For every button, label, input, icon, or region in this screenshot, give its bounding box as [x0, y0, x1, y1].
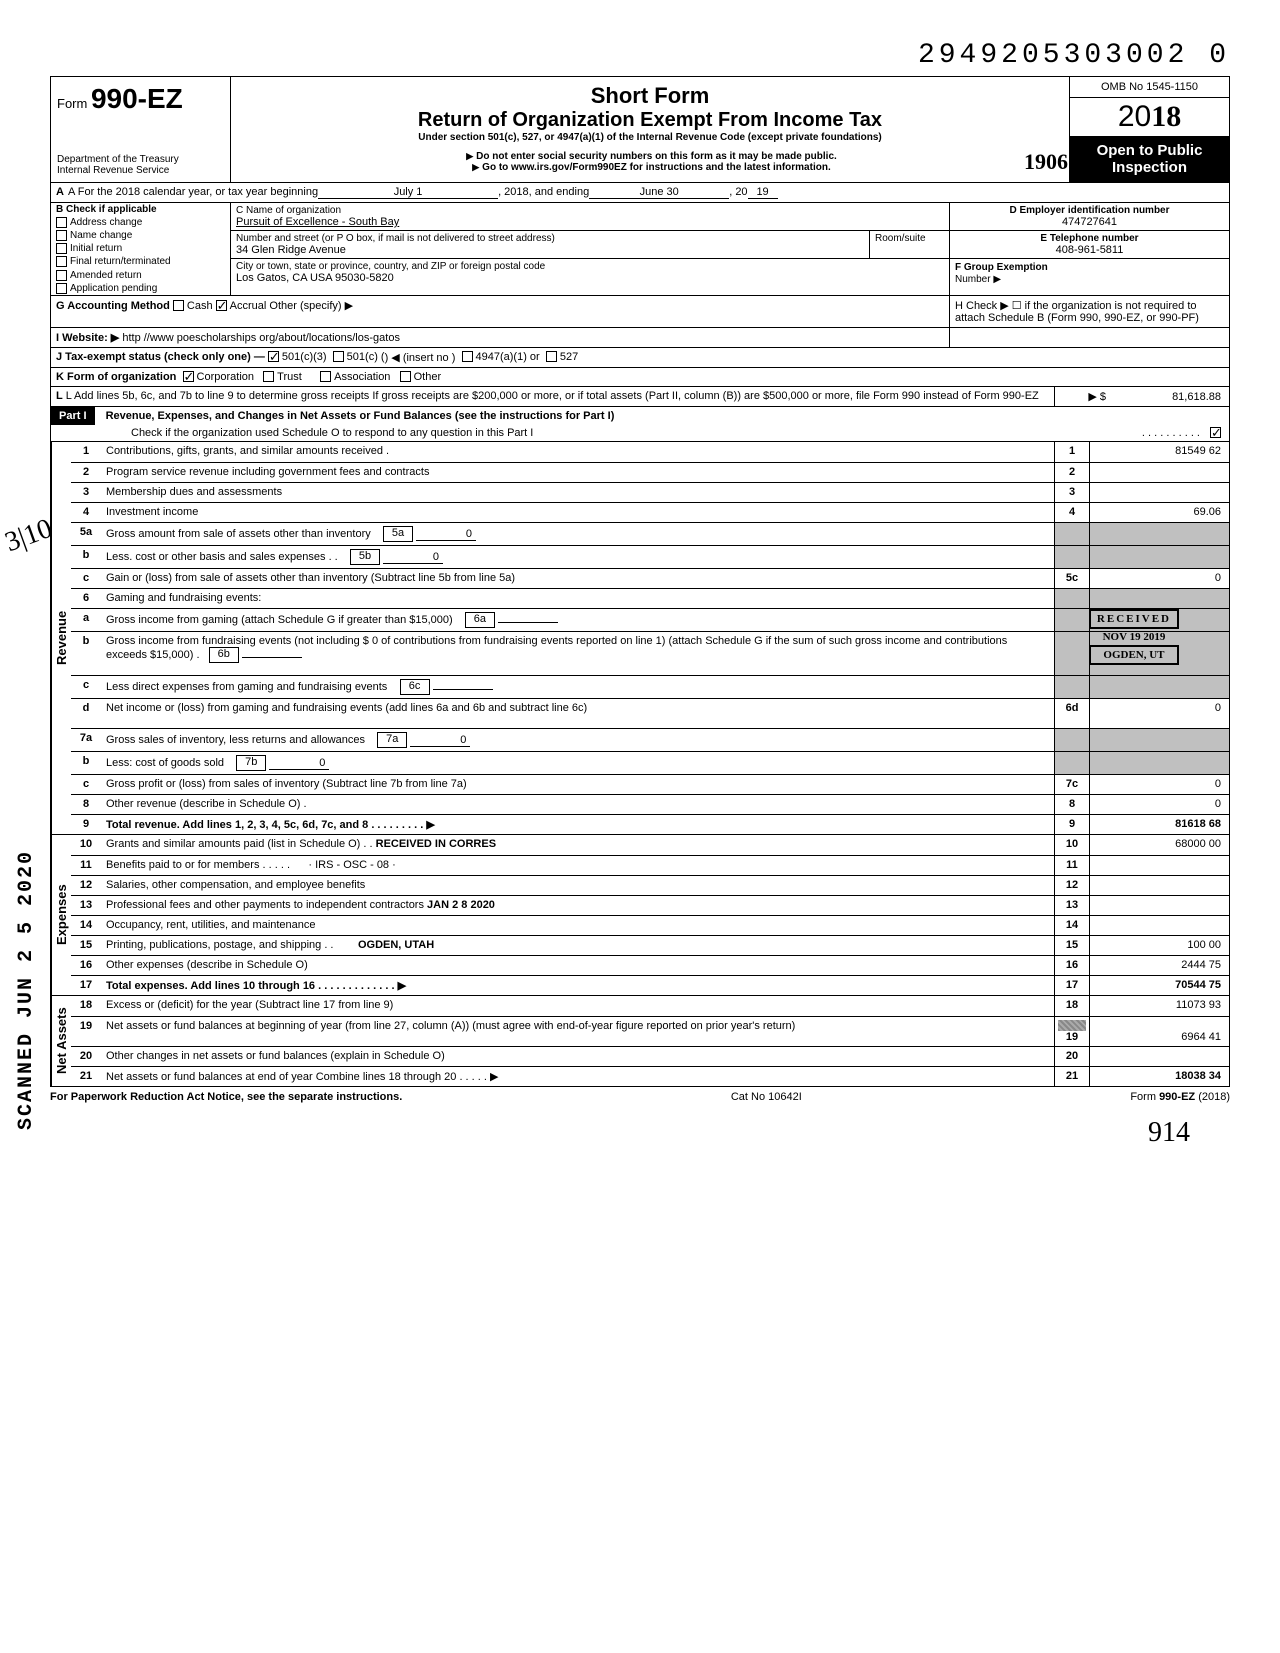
form-number: Form 990-EZ — [57, 83, 224, 115]
short-form-title: Short Form — [237, 83, 1063, 109]
line-17-amount: 70544 75 — [1089, 976, 1229, 995]
net-assets-label: Net Assets — [51, 996, 71, 1086]
subtitle-2: Do not enter social security numbers on … — [237, 151, 1063, 162]
hand-1906: 1906 — [1024, 149, 1068, 175]
corres-stamp-4: OGDEN, UTAH — [358, 939, 434, 951]
line-8-amount: 0 — [1089, 795, 1229, 814]
subtitle-1: Under section 501(c), 527, or 4947(a)(1)… — [237, 132, 1063, 143]
scanned-stamp: SCANNED JUN 2 5 2020 — [15, 850, 38, 1130]
form-header: Form 990-EZ Department of the Treasury I… — [50, 76, 1230, 183]
check-amended-return[interactable]: Amended return — [51, 269, 230, 282]
check-name-change[interactable]: Name change — [51, 229, 230, 242]
revenue-label: Revenue — [51, 442, 71, 834]
line-12-amount — [1089, 876, 1229, 895]
section-b-header: B Check if applicable — [51, 203, 230, 216]
527-checkbox[interactable] — [546, 351, 557, 362]
open-to-public: Open to Public Inspection — [1070, 136, 1229, 182]
line-j: J Tax-exempt status (check only one) — 5… — [50, 348, 1230, 368]
line-4-amount: 69.06 — [1089, 503, 1229, 522]
part-1-header: Part I Revenue, Expenses, and Changes in… — [50, 407, 1230, 442]
handwritten-bottom: 914 — [50, 1117, 1230, 1149]
line-19-amount: 6964 41 — [1089, 1017, 1229, 1046]
accrual-checkbox[interactable] — [216, 300, 227, 311]
section-c-label: C Name of organization — [236, 205, 944, 216]
line-9-amount: 81618 68 — [1089, 815, 1229, 834]
page-footer: For Paperwork Reduction Act Notice, see … — [50, 1087, 1230, 1107]
corres-stamp-2: · IRS - OSC - 08 · — [308, 859, 395, 871]
received-stamp: RECEIVED NOV 19 2019 OGDEN, UT — [1089, 609, 1179, 665]
street-address: 34 Glen Ridge Avenue — [236, 244, 864, 256]
check-final-return[interactable]: Final return/terminated — [51, 255, 230, 268]
section-h: H Check ▶ ☐ if the organization is not r… — [949, 296, 1229, 327]
line-3-amount — [1089, 483, 1229, 502]
schedule-o-checkbox[interactable] — [1210, 427, 1221, 438]
4947-checkbox[interactable] — [462, 351, 473, 362]
line-16-amount: 2444 75 — [1089, 956, 1229, 975]
line-14-amount — [1089, 916, 1229, 935]
subtitle-3: Go to www.irs.gov/Form990EZ for instruct… — [237, 162, 1063, 173]
org-info-block: B Check if applicable Address change Nam… — [50, 203, 1230, 296]
dept-treasury: Department of the Treasury Internal Reve… — [57, 154, 224, 176]
line-15-amount: 100 00 — [1089, 936, 1229, 955]
group-exemption-number: Number ▶ — [955, 274, 1001, 285]
city-state-zip: Los Gatos, CA USA 95030-5820 — [236, 272, 944, 284]
line-18-amount: 11073 93 — [1089, 996, 1229, 1016]
tracking-number: 2949205303002 0 — [50, 40, 1230, 71]
tax-year: 20201818 — [1070, 98, 1229, 136]
phone-label: E Telephone number — [955, 233, 1224, 244]
line-20-amount — [1089, 1047, 1229, 1066]
city-label: City or town, state or province, country… — [236, 261, 944, 272]
association-checkbox[interactable] — [320, 371, 331, 382]
check-application-pending[interactable]: Application pending — [51, 282, 230, 295]
room-suite-label: Room/suite — [869, 231, 949, 258]
gross-receipts-total: 81,618.88 — [1109, 388, 1229, 406]
expenses-label: Expenses — [51, 835, 71, 995]
group-exemption-label: F Group Exemption — [955, 262, 1048, 273]
return-title: Return of Organization Exempt From Incom… — [237, 109, 1063, 132]
501c-checkbox[interactable] — [333, 351, 344, 362]
revenue-section: Revenue 1Contributions, gifts, grants, a… — [50, 442, 1230, 835]
expenses-section: Expenses 10Grants and similar amounts pa… — [50, 835, 1230, 996]
line-2-amount — [1089, 463, 1229, 482]
check-address-change[interactable]: Address change — [51, 216, 230, 229]
line-k: K Form of organization Corporation Trust… — [50, 368, 1230, 387]
line-13-amount — [1089, 896, 1229, 915]
line-6d-amount: 0 — [1089, 699, 1229, 728]
cash-checkbox[interactable] — [173, 300, 184, 311]
trust-checkbox[interactable] — [263, 371, 274, 382]
line-5c-amount: 0 — [1089, 569, 1229, 588]
corres-stamp-3: JAN 2 8 2020 — [427, 899, 495, 911]
line-i: I Website: ▶ http //www poescholarships … — [50, 328, 1230, 348]
line-21-amount: 18038 34 — [1089, 1067, 1229, 1086]
ein-label: D Employer identification number — [955, 205, 1224, 216]
street-label: Number and street (or P O box, if mail i… — [236, 233, 864, 244]
corres-stamp-1: RECEIVED IN CORRES — [376, 838, 496, 850]
line-1-amount: 81549 62 — [1089, 442, 1229, 462]
line-a: A A For the 2018 calendar year, or tax y… — [50, 183, 1230, 203]
org-name: Pursuit of Excellence - South Bay — [236, 216, 944, 228]
line-10-amount: 68000 00 — [1089, 835, 1229, 855]
handwritten-side: 3|10 — [1, 513, 57, 559]
omb-number: OMB No 1545-1150 — [1070, 77, 1229, 98]
net-assets-section: Net Assets 18Excess or (deficit) for the… — [50, 996, 1230, 1087]
line-7c-amount: 0 — [1089, 775, 1229, 794]
phone-value: 408-961-5811 — [955, 244, 1224, 256]
ein-value: 474727641 — [955, 216, 1224, 228]
line-g-h: G Accounting Method Cash Accrual Other (… — [50, 296, 1230, 328]
501c3-checkbox[interactable] — [268, 351, 279, 362]
line-l: L L Add lines 5b, 6c, and 7b to line 9 t… — [50, 387, 1230, 407]
line-11-amount — [1089, 856, 1229, 875]
corporation-checkbox[interactable] — [183, 371, 194, 382]
other-org-checkbox[interactable] — [400, 371, 411, 382]
check-initial-return[interactable]: Initial return — [51, 242, 230, 255]
